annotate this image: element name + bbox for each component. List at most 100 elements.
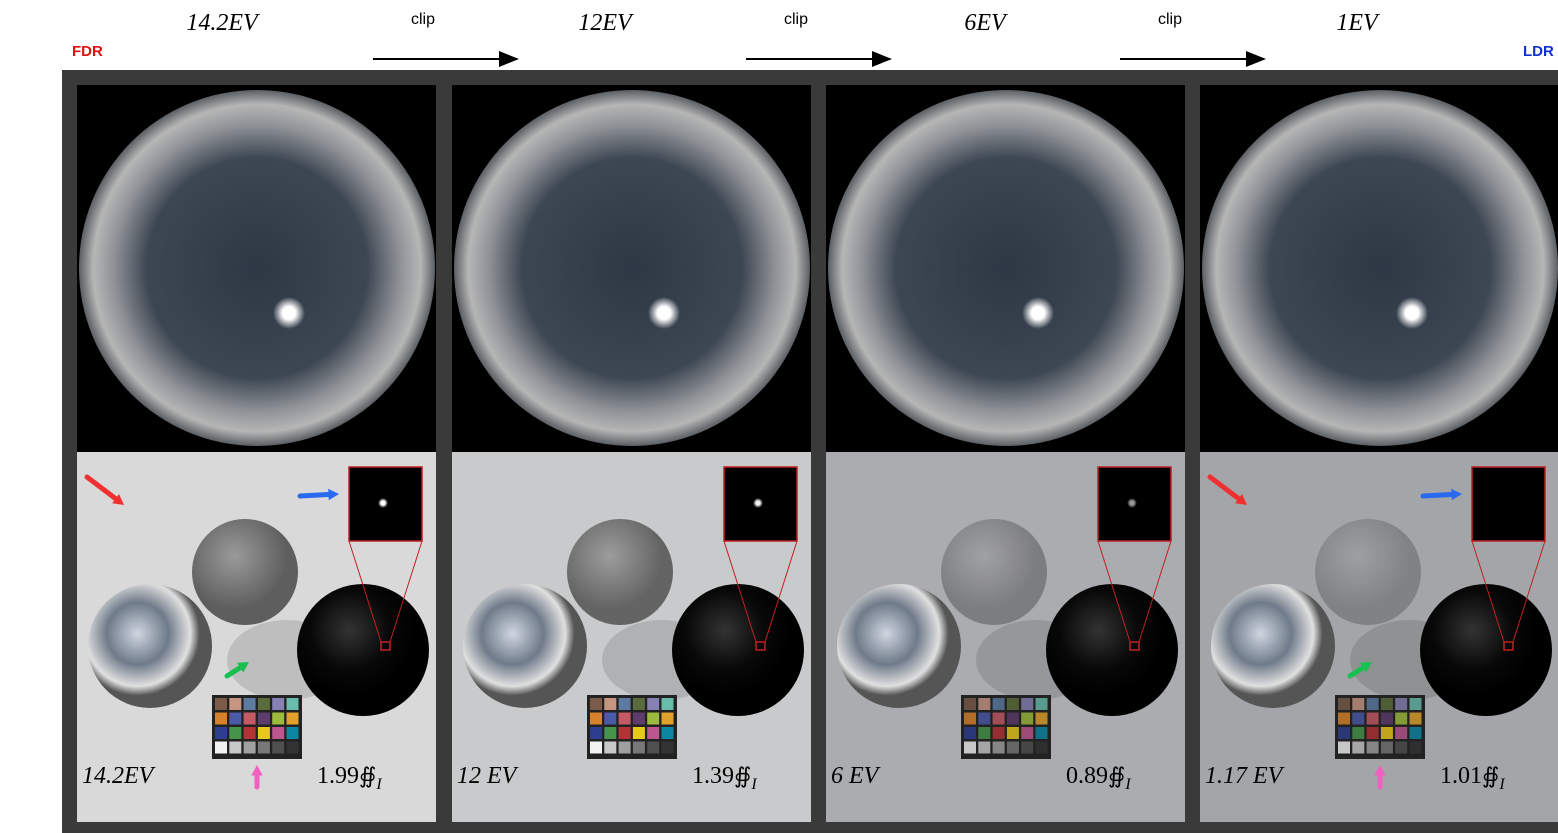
checker-patch <box>244 742 256 754</box>
metric-label: 1.01∯I <box>1440 763 1505 793</box>
checker-patch <box>964 727 976 739</box>
sky-dome <box>454 90 810 446</box>
indicator-arrow <box>300 494 333 496</box>
checker-patch <box>1338 698 1350 710</box>
checker-patch <box>633 727 645 739</box>
metric-subscript: I <box>1498 776 1505 793</box>
metric-label: 1.99∯I <box>317 763 382 793</box>
checker-patch <box>590 727 602 739</box>
checker-patch <box>993 713 1005 725</box>
metric-symbol: ∯ <box>1482 764 1499 789</box>
ev-label: 12 EV <box>457 763 519 789</box>
checker-patch <box>287 727 299 739</box>
checker-patch <box>633 713 645 725</box>
checker-patch <box>287 742 299 754</box>
checker-patch <box>619 713 631 725</box>
checker-patch <box>633 698 645 710</box>
checker-patch <box>215 698 227 710</box>
checker-patch <box>1036 727 1048 739</box>
checker-patch <box>215 713 227 725</box>
chrome-sphere <box>88 584 212 708</box>
fdr-tag: FDR <box>72 43 103 60</box>
chrome-sphere <box>463 584 587 708</box>
checker-patch <box>1395 713 1407 725</box>
indicator-arrow <box>1423 494 1456 496</box>
checker-patch <box>1367 727 1379 739</box>
sky-dome <box>79 90 435 446</box>
metric-subscript: I <box>375 776 382 793</box>
checker-patch <box>1367 698 1379 710</box>
level-label: 12EV <box>578 10 634 36</box>
clip-label: clip <box>784 11 808 28</box>
metric-subscript: I <box>1124 776 1131 793</box>
checker-patch <box>590 713 602 725</box>
checker-patch <box>272 742 284 754</box>
checker-patch <box>1021 713 1033 725</box>
ev-label: 14.2EV <box>82 763 156 789</box>
checker-patch <box>258 698 270 710</box>
sun <box>648 297 680 329</box>
inset-sun <box>753 498 763 508</box>
metric-subscript: I <box>750 776 757 793</box>
checker-patch <box>1381 727 1393 739</box>
checker-patch <box>258 713 270 725</box>
gray-sphere <box>567 519 673 625</box>
checker-patch <box>647 713 659 725</box>
checker-patch <box>978 727 990 739</box>
checker-patch <box>215 727 227 739</box>
checker-patch <box>590 742 602 754</box>
checker-patch <box>1036 698 1048 710</box>
checker-patch <box>1007 698 1019 710</box>
gray-sphere <box>1315 519 1421 625</box>
level-label: 6EV <box>964 10 1008 36</box>
checker-patch <box>229 727 241 739</box>
ev-label: 6 EV <box>831 763 881 789</box>
checker-patch <box>647 742 659 754</box>
checker-patch <box>1352 727 1364 739</box>
checker-patch <box>964 713 976 725</box>
checker-patch <box>244 713 256 725</box>
checker-patch <box>1007 742 1019 754</box>
checker-patch <box>964 742 976 754</box>
checker-patch <box>604 713 616 725</box>
black-sphere <box>297 584 429 716</box>
metric-symbol: ∯ <box>359 764 376 789</box>
checker-patch <box>1021 727 1033 739</box>
figure: FDR LDR 14.2EV12EV6EV1EVclipclipclip14.2… <box>0 0 1558 833</box>
checker-patch <box>662 742 674 754</box>
zoom-inset <box>1472 467 1545 541</box>
checker-patch <box>978 698 990 710</box>
clip-label: clip <box>411 11 435 28</box>
checker-patch <box>1021 742 1033 754</box>
checker-patch <box>244 698 256 710</box>
checker-patch <box>258 727 270 739</box>
checker-patch <box>272 727 284 739</box>
checker-patch <box>662 727 674 739</box>
checker-patch <box>1338 727 1350 739</box>
checker-patch <box>229 698 241 710</box>
checker-patch <box>662 698 674 710</box>
level-label: 1EV <box>1336 10 1380 36</box>
metric-value: 0.89 <box>1066 763 1108 789</box>
checker-patch <box>1021 698 1033 710</box>
black-sphere <box>1046 584 1178 716</box>
ev-label: 1.17 EV <box>1205 763 1285 789</box>
checker-patch <box>604 698 616 710</box>
clip-label: clip <box>1158 11 1182 28</box>
metric-symbol: ∯ <box>1108 764 1125 789</box>
checker-patch <box>229 713 241 725</box>
checker-patch <box>1410 698 1422 710</box>
checker-patch <box>633 742 645 754</box>
black-sphere <box>672 584 804 716</box>
checker-patch <box>1381 713 1393 725</box>
checker-patch <box>1338 742 1350 754</box>
checker-patch <box>964 698 976 710</box>
checker-patch <box>215 742 227 754</box>
checker-patch <box>647 698 659 710</box>
metric-label: 0.89∯I <box>1066 763 1131 793</box>
checker-patch <box>287 713 299 725</box>
sun <box>273 297 305 329</box>
black-sphere <box>1420 584 1552 716</box>
checker-patch <box>272 713 284 725</box>
checker-patch <box>1410 727 1422 739</box>
